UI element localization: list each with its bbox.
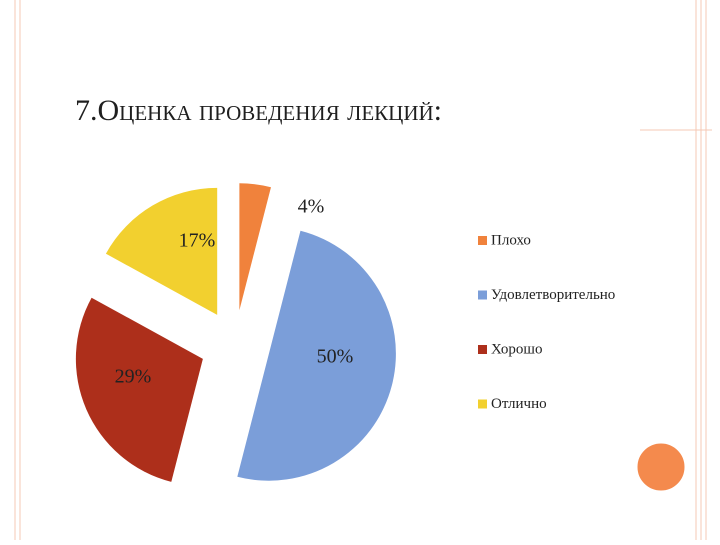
legend-swatch [478,236,487,245]
chart-title: 7.Оценка проведения лекций: [75,94,442,127]
pie: 4% 50% 29% 17% [75,183,396,482]
legend-swatch [478,399,487,409]
legend-label: Удовлетворительно [491,287,615,303]
decor-circle [634,440,688,494]
data-label: 29% [115,366,152,388]
legend-label: Плохо [491,232,531,248]
legend-label: Отлично [491,396,547,412]
legend-swatch [478,290,487,300]
legend: Плохо Удовлетворительно Хорошо Отлично [478,232,615,412]
legend-label: Хорошо [491,341,542,357]
pie-slice [239,183,271,311]
decoration [14,0,712,540]
data-label: 4% [298,196,325,218]
data-label: 17% [179,230,216,252]
pie-slice [237,230,396,481]
pie-slice [75,297,203,482]
legend-swatch [478,345,487,354]
data-label: 50% [317,346,354,368]
pie-slice [105,187,218,315]
